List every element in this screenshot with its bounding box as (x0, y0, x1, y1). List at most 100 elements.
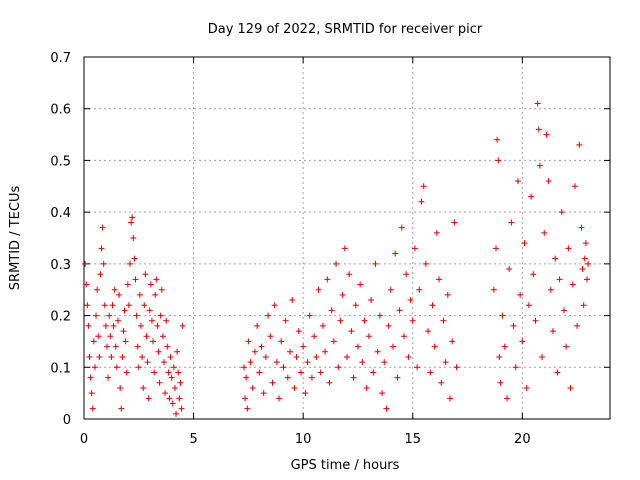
data-point (308, 374, 315, 381)
data-point (271, 302, 278, 309)
data-point (179, 322, 186, 329)
data-point (83, 281, 90, 288)
data-point (131, 255, 138, 262)
grid (84, 57, 610, 419)
data-point (576, 141, 583, 148)
data-point (547, 286, 554, 293)
data-point (490, 286, 497, 293)
data-point (116, 291, 123, 298)
data-point (110, 322, 117, 329)
plot-frame (83, 56, 611, 420)
data-point (171, 384, 178, 391)
data-point (251, 348, 258, 355)
y-tick-label: 0.2 (50, 310, 71, 325)
data-point (127, 260, 134, 267)
data-point (574, 322, 581, 329)
data-point (96, 353, 103, 360)
data-point (159, 333, 166, 340)
y-tick-label: 0.1 (50, 361, 71, 376)
data-point (169, 400, 176, 407)
data-point (174, 348, 181, 355)
data-point (109, 302, 116, 309)
data-point (319, 322, 326, 329)
data-point (295, 328, 302, 335)
data-point (508, 219, 515, 226)
data-point (510, 322, 517, 329)
data-point (346, 271, 353, 278)
data-point (91, 364, 98, 371)
y-tick-label: 0.5 (50, 154, 71, 169)
data-point (158, 286, 165, 293)
data-point (348, 328, 355, 335)
data-point (558, 209, 565, 216)
data-point (107, 333, 114, 340)
data-point (532, 317, 539, 324)
data-point (148, 317, 155, 324)
data-point (563, 343, 570, 350)
data-point (150, 338, 157, 345)
data-point (368, 297, 375, 304)
data-point (370, 369, 377, 376)
data-point (539, 353, 546, 360)
data-point (85, 322, 92, 329)
data-point (363, 384, 370, 391)
data-point (512, 364, 519, 371)
data-point (333, 260, 340, 267)
data-point (287, 348, 294, 355)
data-point (144, 359, 151, 366)
data-point (135, 364, 142, 371)
data-point (82, 260, 89, 267)
data-point (136, 291, 143, 298)
data-point (90, 338, 97, 345)
data-point (146, 307, 153, 314)
data-point (300, 343, 307, 350)
data-point (521, 240, 528, 247)
data-point (245, 338, 252, 345)
x-tick-label: 20 (514, 432, 531, 447)
x-axis: 0 5 10 15 20 (80, 57, 531, 447)
data-point (162, 390, 169, 397)
data-point (585, 260, 592, 267)
data-point (155, 348, 162, 355)
data-point (499, 312, 506, 319)
data-point (112, 343, 119, 350)
data-point (376, 312, 383, 319)
data-point (535, 126, 542, 133)
data-point (163, 317, 170, 324)
data-point (273, 359, 280, 366)
data-point (173, 410, 180, 417)
data-point (352, 302, 359, 309)
data-point (94, 286, 101, 293)
data-point (383, 405, 390, 412)
data-point (178, 405, 185, 412)
x-tick-label: 5 (189, 432, 197, 447)
data-point (247, 359, 254, 366)
data-point (240, 364, 247, 371)
data-point (556, 276, 563, 283)
x-tick-label: 15 (404, 432, 421, 447)
data-point (88, 390, 95, 397)
data-point (284, 374, 291, 381)
data-point (243, 374, 250, 381)
data-point (315, 286, 322, 293)
data-point (344, 353, 350, 360)
data-point (580, 302, 587, 309)
data-point (442, 359, 449, 366)
data-point (152, 291, 159, 298)
data-point (565, 245, 572, 252)
data-point (554, 369, 561, 376)
data-point (519, 338, 526, 345)
y-tick-label: 0.7 (50, 51, 71, 66)
data-point (429, 302, 436, 309)
data-point (569, 281, 576, 288)
data-point (385, 322, 392, 329)
data-point (297, 369, 304, 376)
data-point (254, 322, 261, 329)
x-axis-label: GPS time / hours (291, 458, 400, 473)
data-point (350, 374, 357, 381)
data-point (141, 302, 148, 309)
data-point (403, 271, 410, 278)
data-point (394, 374, 401, 381)
data-point (317, 369, 324, 376)
data-point (167, 353, 174, 360)
